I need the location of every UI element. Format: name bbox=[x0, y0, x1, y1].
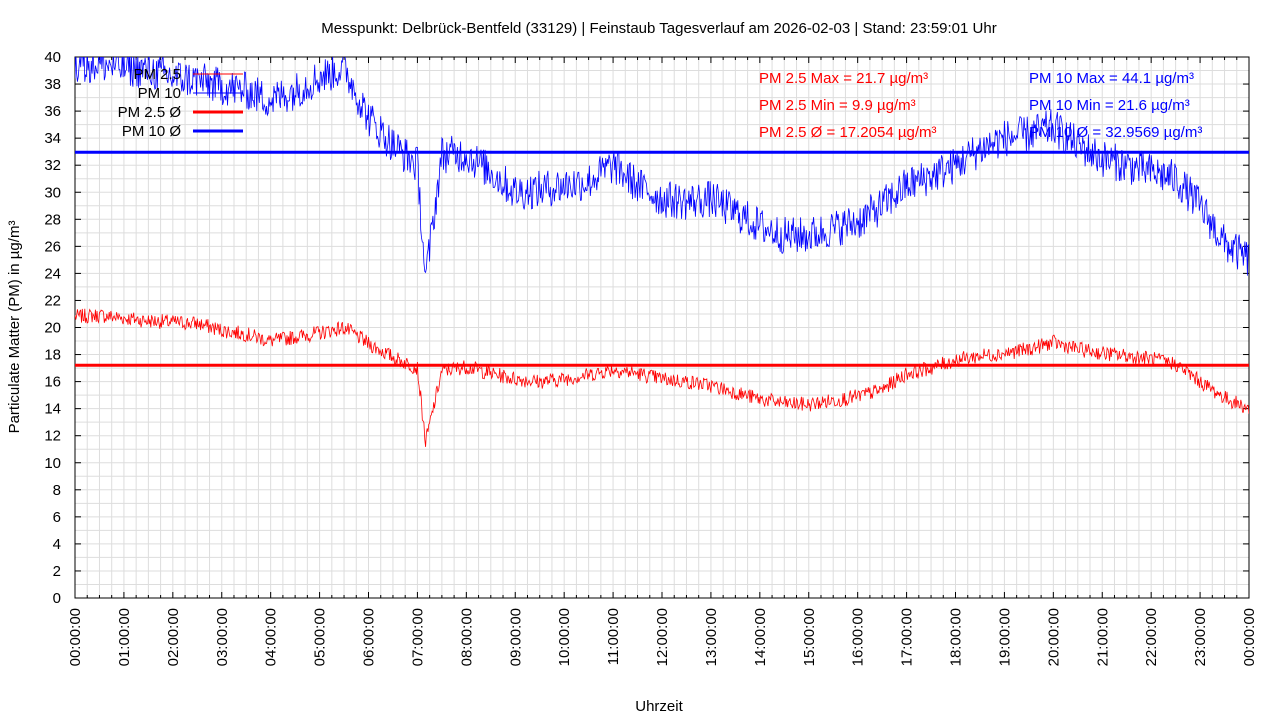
x-tick-label: 06:00:00 bbox=[361, 608, 378, 666]
x-tick-label: 05:00:00 bbox=[312, 608, 329, 666]
stat-annotations: PM 2.5 Max = 21.7 µg/m³ PM 2.5 Min = 9.9 … bbox=[759, 70, 1202, 141]
y-tick-label: 18 bbox=[44, 347, 61, 364]
x-tick-label: 22:00:00 bbox=[1143, 608, 1160, 666]
y-tick-label: 4 bbox=[53, 536, 61, 553]
legend-label: PM 10 Ø bbox=[122, 123, 182, 140]
series-layer bbox=[75, 57, 1249, 447]
y-tick-label: 14 bbox=[44, 401, 61, 418]
x-tick-label: 12:00:00 bbox=[654, 608, 671, 666]
series-line-pm25 bbox=[75, 308, 1249, 447]
y-tick-label: 20 bbox=[44, 320, 61, 337]
y-tick-label: 8 bbox=[53, 482, 61, 499]
series-line-pm10 bbox=[75, 57, 1249, 276]
y-tick-label: 30 bbox=[44, 184, 61, 201]
x-tick-label: 21:00:00 bbox=[1094, 608, 1111, 666]
x-tick-label: 07:00:00 bbox=[409, 608, 426, 666]
annotation-pm10: PM 10 Max = 44.1 µg/m³ bbox=[1029, 70, 1194, 87]
x-tick-label: 09:00:00 bbox=[507, 608, 524, 666]
chart-title: Messpunkt: Delbrück-Bentfeld (33129) | F… bbox=[321, 20, 996, 37]
x-tick-label: 03:00:00 bbox=[214, 608, 231, 666]
x-axis-label: Uhrzeit bbox=[635, 698, 683, 715]
x-tick-label: 17:00:00 bbox=[899, 608, 916, 666]
x-tick-label: 00:00:00 bbox=[1241, 608, 1258, 666]
y-tick-label: 12 bbox=[44, 428, 61, 445]
x-tick-label: 16:00:00 bbox=[850, 608, 867, 666]
annotation-pm25: PM 2.5 Max = 21.7 µg/m³ bbox=[759, 70, 928, 87]
y-tick-label: 28 bbox=[44, 211, 61, 228]
average-lines bbox=[75, 150, 1249, 367]
x-tick-label: 19:00:00 bbox=[996, 608, 1013, 666]
y-tick-label: 16 bbox=[44, 374, 61, 391]
x-tick-label: 23:00:00 bbox=[1192, 608, 1209, 666]
y-tick-label: 36 bbox=[44, 103, 61, 120]
y-tick-label: 10 bbox=[44, 455, 61, 472]
x-tick-label: 18:00:00 bbox=[948, 608, 965, 666]
x-tick-label: 00:00:00 bbox=[67, 608, 84, 666]
y-tick-label: 26 bbox=[44, 238, 61, 255]
legend-label: PM 2.5 bbox=[133, 66, 181, 83]
x-tick-label: 10:00:00 bbox=[556, 608, 573, 666]
y-axis-label: Particulate Matter (PM) in µg/m³ bbox=[6, 221, 23, 434]
x-tick-label: 08:00:00 bbox=[458, 608, 475, 666]
x-tick-label: 14:00:00 bbox=[752, 608, 769, 666]
x-tick-label: 13:00:00 bbox=[703, 608, 720, 666]
annotation-pm25: PM 2.5 Ø = 17.2054 µg/m³ bbox=[759, 124, 936, 141]
y-tick-label: 38 bbox=[44, 76, 61, 93]
y-tick-label: 24 bbox=[44, 265, 61, 282]
y-tick-label: 6 bbox=[53, 509, 61, 526]
legend-label: PM 10 bbox=[138, 85, 181, 102]
axis-ticks: 024681012141618202224262830323436384000:… bbox=[44, 49, 1258, 666]
legend: PM 2.5 PM 10 PM 2.5 Ø PM 10 Ø bbox=[118, 66, 243, 140]
y-tick-label: 32 bbox=[44, 157, 61, 174]
annotation-pm10: PM 10 Ø = 32.9569 µg/m³ bbox=[1029, 124, 1202, 141]
x-tick-label: 04:00:00 bbox=[263, 608, 280, 666]
y-tick-label: 22 bbox=[44, 292, 61, 309]
y-tick-label: 34 bbox=[44, 130, 61, 147]
x-tick-label: 11:00:00 bbox=[605, 608, 622, 665]
x-tick-label: 15:00:00 bbox=[801, 608, 818, 666]
annotation-pm10: PM 10 Min = 21.6 µg/m³ bbox=[1029, 97, 1190, 114]
x-tick-label: 02:00:00 bbox=[165, 608, 182, 666]
x-tick-label: 01:00:00 bbox=[116, 608, 133, 666]
annotation-pm25: PM 2.5 Min = 9.9 µg/m³ bbox=[759, 97, 916, 114]
y-tick-label: 0 bbox=[53, 590, 61, 607]
legend-label: PM 2.5 Ø bbox=[118, 104, 182, 121]
y-tick-label: 40 bbox=[44, 49, 61, 66]
x-tick-label: 20:00:00 bbox=[1045, 608, 1062, 666]
y-tick-label: 2 bbox=[53, 563, 61, 580]
